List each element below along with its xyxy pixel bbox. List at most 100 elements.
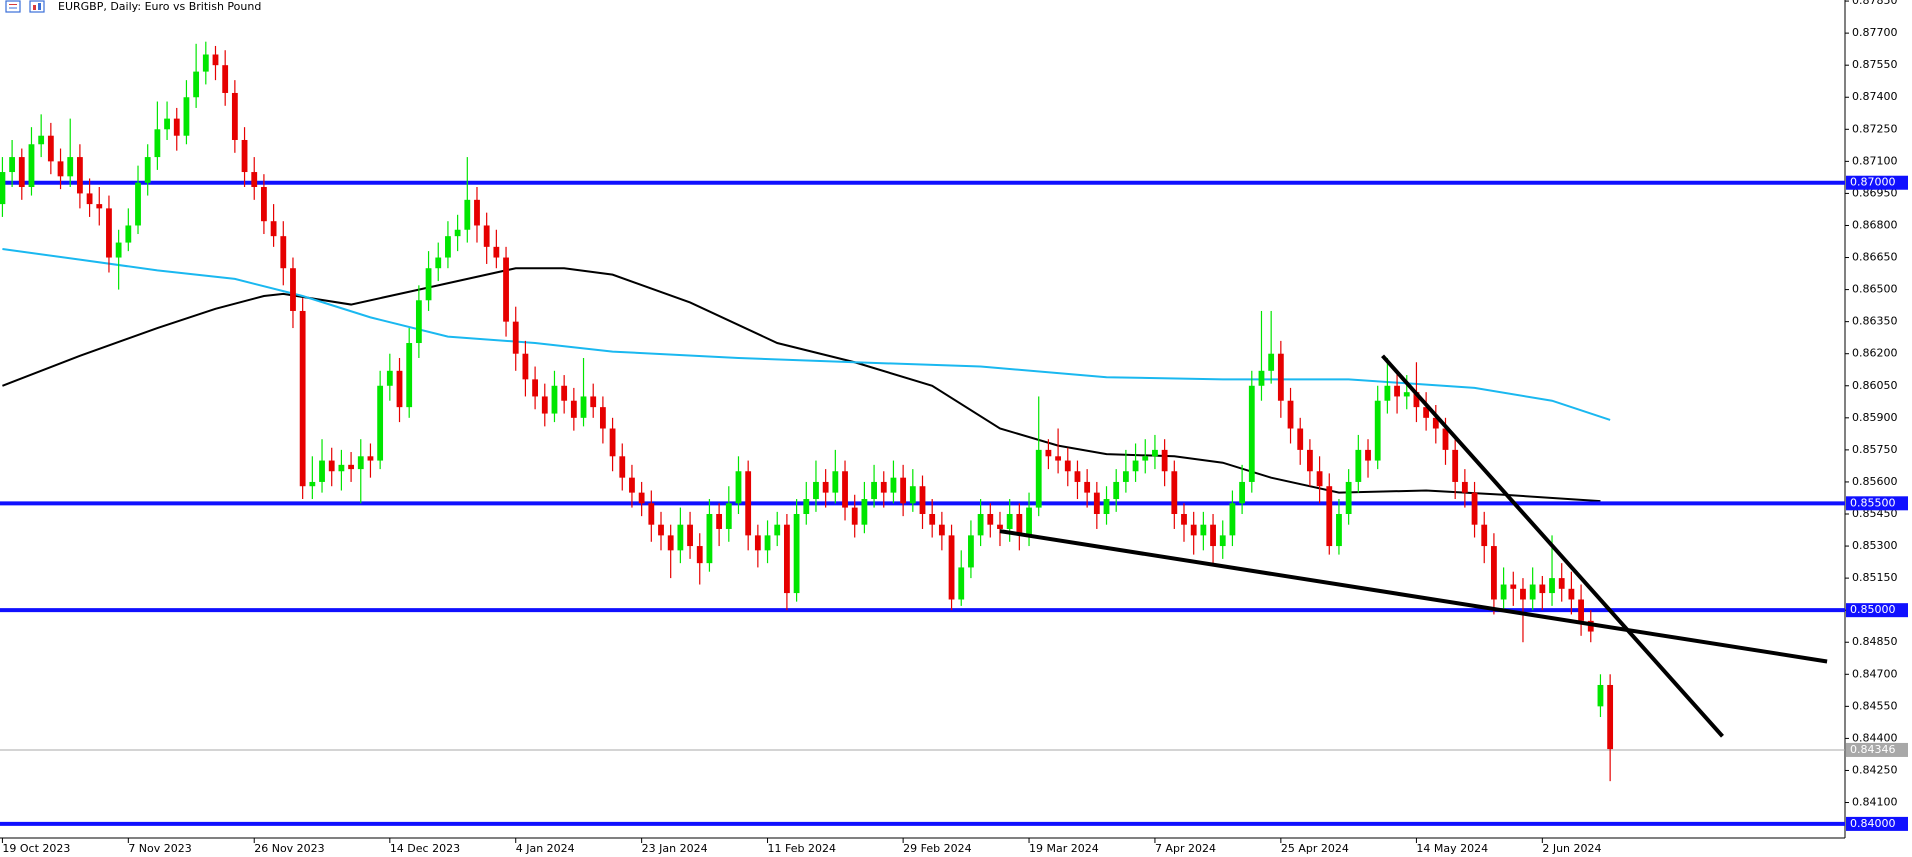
candle-body	[309, 481, 316, 487]
y-tick-label: 0.86650	[1852, 251, 1898, 264]
x-tick-label: 14 Dec 2023	[390, 842, 460, 855]
candle-body	[1268, 353, 1275, 371]
candle-body	[1277, 353, 1284, 401]
y-tick-label: 0.85750	[1852, 443, 1898, 456]
icon-list	[5, 0, 21, 13]
candle-body	[512, 321, 519, 354]
candle-body	[202, 54, 209, 72]
candle-body	[1239, 481, 1246, 504]
candle-body	[696, 546, 703, 564]
candle-body	[1045, 449, 1052, 457]
candle-body	[1510, 584, 1517, 589]
y-tick-label: 0.85300	[1852, 539, 1898, 552]
y-tick-label: 0.86200	[1852, 347, 1898, 360]
candle-body	[1258, 370, 1265, 386]
candle-body	[173, 118, 180, 136]
candle-body	[1597, 684, 1604, 707]
level-label: 0.85500	[1850, 496, 1896, 509]
candle-body	[1122, 471, 1129, 482]
candle-body	[38, 135, 45, 145]
y-tick-label: 0.85600	[1852, 475, 1898, 488]
candle-body	[270, 221, 277, 237]
candle-body	[580, 396, 587, 418]
candle-body	[725, 503, 732, 529]
candle-body	[328, 460, 335, 472]
candle-body	[1442, 428, 1449, 450]
candle-body	[638, 492, 645, 504]
candle-body	[541, 396, 548, 414]
title-icons	[5, 0, 45, 13]
candle-body	[474, 199, 480, 226]
candle-body	[1326, 486, 1333, 547]
candle-body	[135, 182, 141, 226]
candle-body	[357, 456, 364, 470]
current-price-box	[1846, 742, 1908, 757]
y-tick-label: 0.87850	[1852, 0, 1898, 7]
candle-body	[590, 396, 597, 408]
level-label: 0.87000	[1850, 176, 1896, 189]
candle-body	[793, 513, 800, 594]
candle-body	[745, 471, 752, 536]
candle-body	[76, 157, 83, 194]
candle-body	[193, 71, 200, 98]
moving-average	[2, 267, 1601, 503]
candle-body	[1384, 385, 1391, 401]
trendline	[1381, 354, 1724, 738]
candle-body	[532, 379, 539, 397]
x-tick-label: 26 Nov 2023	[254, 842, 324, 855]
candle-body	[1578, 599, 1584, 621]
candle-body	[929, 513, 936, 525]
y-tick-label: 0.85150	[1852, 571, 1898, 584]
candle-body	[716, 513, 723, 529]
candle-body	[1055, 456, 1061, 461]
y-tick-label: 0.85900	[1852, 411, 1898, 424]
candle-body	[1171, 471, 1178, 514]
candle-body	[1423, 407, 1430, 418]
candle-body	[938, 524, 945, 536]
candle-body	[1200, 524, 1207, 536]
candle-body	[1500, 584, 1507, 600]
candle-body	[299, 310, 306, 487]
candle-body	[1190, 524, 1197, 536]
candle-body	[997, 524, 1003, 529]
candle-body	[251, 172, 258, 188]
candle-body	[832, 471, 839, 493]
candle-body	[1035, 449, 1042, 508]
candle-body	[1297, 428, 1304, 450]
x-tick-label: 2 Jun 2024	[1542, 842, 1601, 855]
candle-body	[164, 118, 170, 130]
candle-body	[977, 513, 984, 536]
candle-body	[1558, 578, 1565, 589]
candle-body	[96, 204, 103, 209]
candle-body	[1345, 481, 1352, 514]
candle-body	[144, 157, 151, 183]
x-tick-label: 11 Feb 2024	[768, 842, 836, 855]
candle-body	[1093, 492, 1100, 514]
candle-body	[1103, 499, 1110, 514]
candle-body	[1539, 584, 1546, 594]
x-tick-label: 4 Jan 2024	[516, 842, 575, 855]
candle-body	[948, 535, 955, 600]
y-tick-label: 0.84250	[1852, 763, 1898, 776]
candle-body	[842, 471, 848, 508]
candle-body	[1219, 535, 1226, 547]
candle-body	[154, 129, 161, 158]
candle-body	[261, 187, 267, 222]
candle-body	[687, 524, 693, 547]
candle-body	[968, 535, 974, 568]
candle-body	[1471, 492, 1478, 525]
candle-body	[706, 513, 713, 564]
candle-body	[813, 481, 819, 500]
candle-body	[435, 257, 442, 269]
candle-body	[9, 157, 16, 173]
candle-body	[241, 139, 248, 173]
candle-body	[57, 161, 64, 177]
candle-body	[658, 524, 664, 536]
level-label: 0.84000	[1850, 817, 1896, 830]
y-tick-label: 0.84700	[1852, 667, 1898, 680]
candle-body	[18, 157, 25, 188]
candle-body	[754, 535, 761, 551]
x-tick-label: 7 Nov 2023	[128, 842, 191, 855]
icon-chart-bar	[33, 5, 36, 10]
